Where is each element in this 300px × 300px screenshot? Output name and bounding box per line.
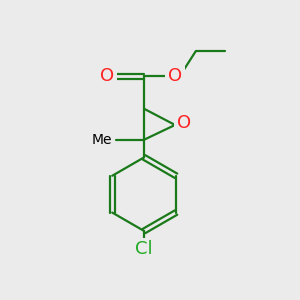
Text: O: O xyxy=(177,115,191,133)
Text: O: O xyxy=(168,68,182,85)
Text: Cl: Cl xyxy=(135,240,153,258)
Text: Me: Me xyxy=(91,133,112,147)
Text: O: O xyxy=(100,68,114,85)
